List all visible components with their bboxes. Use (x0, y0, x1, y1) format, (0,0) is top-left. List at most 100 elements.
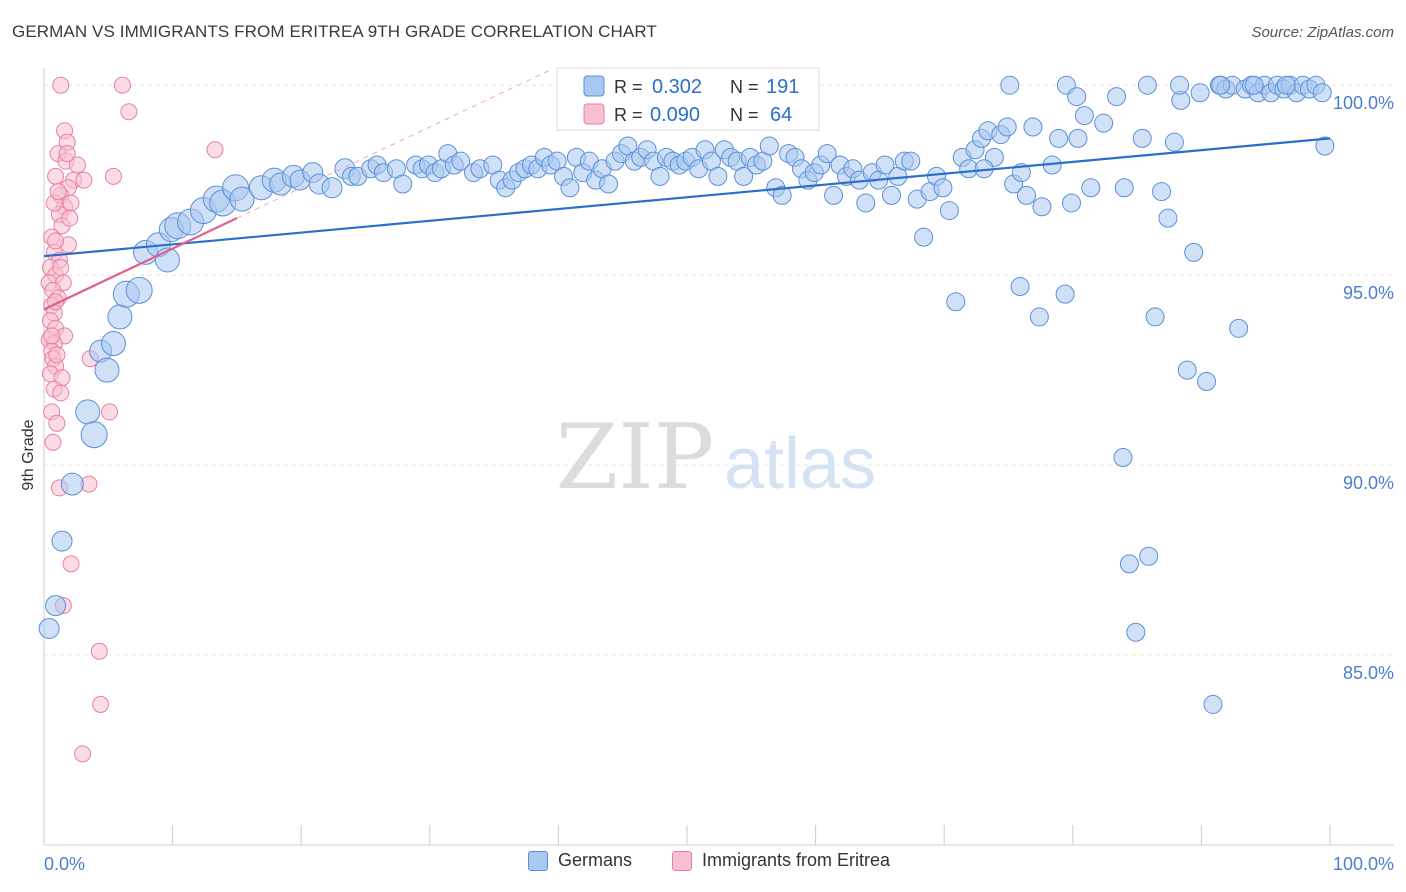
legend-n-value-eritrea: 64 (770, 104, 792, 126)
x-tick-label-max: 100.0% (1333, 854, 1394, 874)
data-point-eritrea (44, 433, 62, 451)
data-point-eritrea (90, 642, 108, 660)
x-tick-labels: 0.0% 100.0% (44, 854, 1394, 874)
data-point-germans (1211, 75, 1231, 95)
data-point-germans (1000, 75, 1020, 95)
data-point-germans (759, 136, 779, 156)
data-point-germans (1177, 360, 1197, 380)
data-point-germans (1197, 372, 1217, 392)
data-point-eritrea (206, 141, 224, 159)
data-point-germans (560, 178, 580, 198)
data-point-germans (38, 617, 60, 639)
data-point-germans (45, 595, 67, 617)
legend-label-eritrea: Immigrants from Eritrea (702, 850, 891, 870)
y-tick-label: 95.0% (1343, 283, 1394, 303)
trend-line-germans (43, 137, 1331, 258)
data-point-germans (1158, 208, 1178, 228)
data-point-germans (51, 530, 73, 552)
legend-r-value-germans: 0.302 (652, 76, 702, 98)
legend-n-value-germans: 191 (766, 76, 799, 98)
data-point-eritrea (52, 384, 70, 402)
data-point-germans (772, 185, 792, 205)
legend-swatch-germans (583, 75, 605, 97)
data-point-germans (1152, 182, 1172, 202)
data-point-germans (1055, 284, 1075, 304)
bottom-legend: Germans Immigrants from Eritrea (0, 850, 1406, 880)
data-point-germans (1164, 132, 1184, 152)
legend-entry-germans: Germans (528, 850, 632, 871)
data-point-germans (939, 201, 959, 221)
watermark-atlas: atlas (724, 424, 876, 504)
data-point-germans (946, 292, 966, 312)
data-point-germans (817, 144, 837, 164)
data-point-germans (1119, 554, 1139, 574)
data-point-eritrea (61, 209, 79, 227)
data-point-eritrea (48, 346, 66, 364)
data-point-germans (1062, 193, 1082, 213)
data-point-germans (80, 421, 108, 449)
data-point-eritrea (120, 103, 138, 121)
data-point-germans (1032, 197, 1052, 217)
data-point-germans (914, 227, 934, 247)
data-point-germans (75, 399, 101, 425)
data-point-eritrea (43, 327, 61, 345)
data-point-germans (1074, 106, 1094, 126)
data-point-germans (824, 185, 844, 205)
legend-entry-eritrea: Immigrants from Eritrea (672, 850, 890, 871)
data-point-eritrea (47, 167, 65, 185)
data-point-germans (229, 186, 255, 212)
watermark: ZIP atlas (556, 405, 876, 510)
y-tick-label: 90.0% (1343, 473, 1394, 493)
data-point-germans (1023, 117, 1043, 137)
data-point-germans (1244, 75, 1264, 95)
y-tick-labels: 100.0% 95.0% 90.0% 85.0% (1333, 93, 1394, 683)
data-point-germans (734, 166, 754, 186)
data-point-germans (1113, 448, 1133, 467)
data-point-germans (1126, 622, 1146, 642)
data-point-germans (599, 174, 619, 194)
data-point-germans (1094, 113, 1114, 133)
source-label: Source: ZipAtlas.com (1251, 24, 1394, 41)
data-point-germans (1315, 136, 1335, 156)
legend-r-label-eritrea: R = (614, 105, 643, 125)
data-point-germans (393, 174, 413, 194)
data-point-germans (1137, 75, 1157, 95)
legend-label-germans: Germans (558, 850, 633, 870)
data-point-eritrea (49, 183, 67, 201)
legend-n-label-eritrea: N = (730, 105, 759, 125)
data-point-germans (1203, 694, 1223, 714)
data-point-eritrea (48, 414, 66, 432)
data-point-eritrea (62, 194, 80, 212)
data-point-germans (94, 357, 120, 383)
y-tick-label: 100.0% (1333, 93, 1394, 113)
axes (43, 68, 1394, 846)
data-point-germans (1145, 307, 1165, 327)
data-point-germans (933, 178, 953, 198)
stats-legend: R = 0.302 N = 191 R = 0.090 N = 64 (556, 67, 820, 131)
data-point-eritrea (52, 259, 70, 277)
data-point-germans (125, 276, 153, 304)
data-point-germans (1139, 546, 1159, 566)
data-point-germans (100, 331, 126, 357)
legend-r-value-eritrea: 0.090 (650, 104, 700, 126)
watermark-zip: ZIP (556, 405, 715, 510)
data-point-germans (1190, 83, 1210, 103)
data-point-germans (875, 155, 895, 175)
data-point-germans (1067, 87, 1087, 107)
data-point-eritrea (113, 76, 131, 94)
x-tick-label-min: 0.0% (44, 854, 85, 874)
data-point-eritrea (58, 145, 76, 163)
data-point-eritrea (101, 403, 119, 421)
data-point-germans (1017, 185, 1037, 205)
data-point-germans (1010, 277, 1030, 297)
data-point-germans (650, 166, 670, 186)
legend-swatch-eritrea (583, 103, 605, 125)
data-point-germans (1029, 307, 1049, 327)
y-axis-label: 9th Grade (20, 419, 37, 490)
trend-extension-eritrea (236, 69, 551, 219)
legend-r-label-germans: R = (614, 77, 643, 97)
chart-title: GERMAN VS IMMIGRANTS FROM ERITREA 9TH GR… (12, 22, 657, 41)
trend-lines (43, 69, 1331, 311)
data-point-germans (1229, 318, 1249, 338)
data-point-germans (901, 151, 921, 171)
